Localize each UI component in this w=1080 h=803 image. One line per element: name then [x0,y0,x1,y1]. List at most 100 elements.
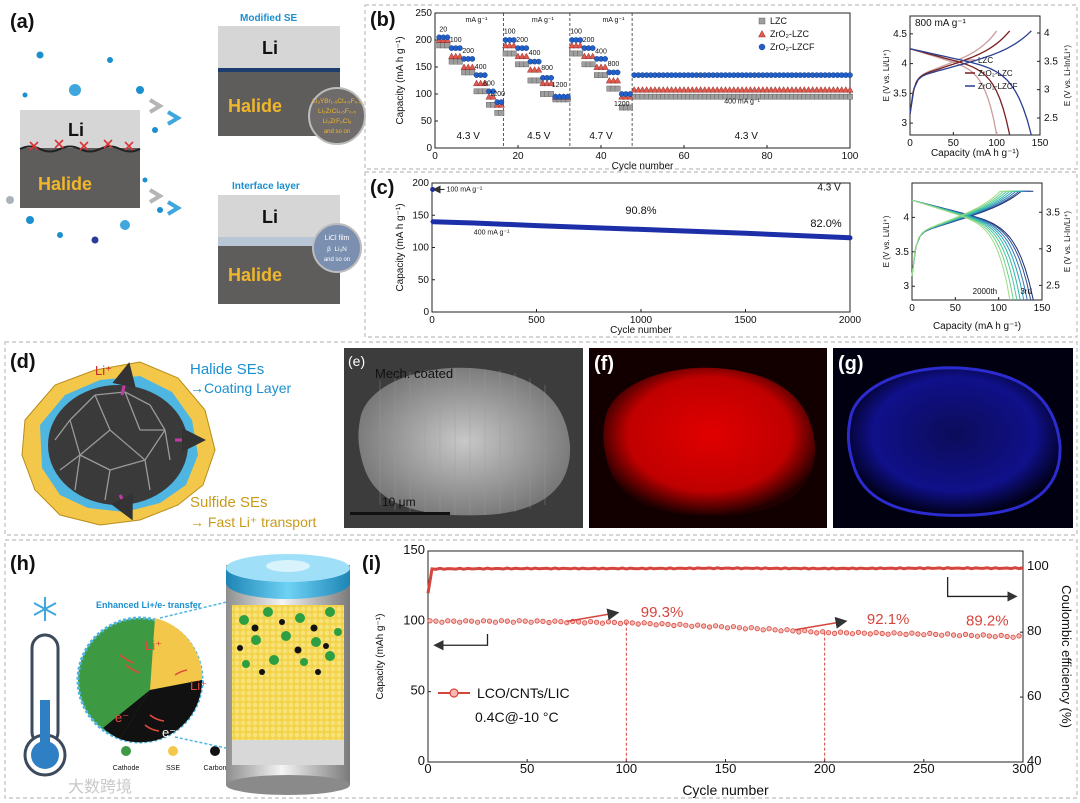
badge-line-1: Li₃YBr₁.₅Cl₄.₅F₀.₅ [312,98,362,105]
b-point-triangle [784,86,792,93]
b-inset-legend-text: LZC [978,56,993,65]
i-condition: 0.4C@-10 °C [475,709,559,725]
b-point-triangle [813,86,821,93]
i-capacity-point [831,630,838,637]
b-point-triangle [730,86,738,93]
b-point-circle [602,56,608,62]
i-legend-text: LCO/CNTs/LIC [477,685,570,701]
pristine-li-label: Li [68,120,84,140]
b-point-triangle [502,41,509,49]
panel-a-label: (a) [10,11,34,33]
i-xtick-label: 200 [814,761,836,776]
c-note-100: 100 mA g⁻¹ [447,186,483,193]
interface-badge: LiCl film β Li₃N and so on [312,223,362,273]
panel-b-label: (b) [370,9,396,31]
panel-d: (d) Li⁺ Halide SEs →Coating Layer Sulfid… [10,351,317,530]
i-capacity-point [986,633,992,639]
i-capacity-point [599,620,606,626]
i-capacity-point [689,623,695,629]
b-ytick-label: 250 [415,8,432,19]
panel-d-g-frame [4,341,1078,536]
b-point-square [523,61,530,68]
li-ion-label: Li⁺ [95,363,112,378]
i-capacity-point [492,619,498,625]
panel-i-chart: 0 50 100 150 200 250 300 0 50 100 150 40 60 80 100 Cycl… [375,542,1074,798]
b-legend-text: ZrO₂-LZCF [770,42,815,52]
b-voltage-label: 4.7 V [589,131,613,142]
b-point-triangle [489,93,497,100]
i-capacity-point [778,628,784,634]
badge-line-3: Li₂ZrF₆Cl₆ [322,118,351,125]
magnified-circle [76,616,204,744]
i-capacity-point [736,625,743,631]
sem-particle [358,367,571,516]
b-ytick-label: 200 [415,35,432,46]
b-point-triangle [788,86,796,93]
b-point-triangle [510,41,518,49]
interface-badge-line-1: LiCl film [325,235,350,242]
b-point-triangle [838,86,846,93]
i-capacity-point [659,620,665,627]
b-point-square [847,93,853,100]
b-inset-legend-text: ZrO₂-LZC [978,69,1013,78]
panel-d-label: (d) [10,351,36,373]
i-capacity-point [992,634,998,640]
c-capacity-band [430,219,853,241]
b-point-triangle [755,86,763,93]
b-point-triangle [722,86,729,93]
b-inset-xtick-label: 0 [907,138,913,149]
electron-a: e⁻ [115,710,129,725]
i-capacity-point [867,631,873,637]
modified-halide-label: Halide [228,96,282,116]
i-capacity-point [843,630,850,636]
i-ytick-right-label: 60 [1027,688,1041,703]
transfer-title: Enhanced Li+/e- transfer [96,600,202,610]
b-point-triangle [456,52,464,59]
b-point-triangle [688,86,696,93]
c-inset-ytick-label: 3 [903,281,909,292]
interface-halide-label: Halide [228,265,282,285]
modified-li-label: Li [262,38,278,58]
b-axes [434,12,851,149]
electron-b: e⁻ [162,725,176,740]
b-point-triangle [655,86,663,93]
b-point-triangle [477,79,485,86]
scale-label: 10 μm [382,495,416,509]
i-axes [427,550,1024,763]
i-capacity-point [540,618,546,625]
b-point-triangle [796,86,804,93]
i-capacity-point [522,618,528,624]
b-inset-xlabel: Capacity (mA h g⁻¹) [931,148,1019,159]
b-point-triangle [597,63,605,70]
c-inset-axes [911,182,1043,301]
c-inset-ytick-label: 4 [903,212,909,223]
b-point-triangle [614,76,622,84]
b-ytick-label: 150 [415,62,432,73]
b-rate-label-s2: 800 [541,65,553,72]
i-xtick-label: 0 [424,761,431,776]
i-capacity-point [814,630,820,636]
i-arrow-100 [566,608,620,623]
chevrons-top [148,98,182,126]
b-point-triangle [452,52,460,59]
b-point-triangle [639,86,646,93]
b-point-triangle [713,86,721,93]
i-capacity-point [998,632,1004,639]
b-point-square [498,110,505,116]
b-point-square [469,69,476,76]
i-capacity-point [587,618,594,625]
b-point-triangle [580,52,588,59]
b-point-triangle [448,52,456,59]
b-inset-ylabel-right: E (V vs. Li-In/Li⁺) [1063,45,1072,106]
b-ytick-label: 0 [426,143,432,154]
b-legend-marker [758,17,766,25]
c-ytick-label: 200 [412,178,429,189]
b-point-triangle [701,86,709,93]
b-point-triangle [522,52,530,59]
interface-badge-line-2: β Li₃N [327,246,347,253]
panel-a: (a) Li Halide [6,11,366,304]
c-xlabel: Cycle number [610,325,672,336]
b-point-triangle [780,86,788,93]
c-inset-xtick-label: 0 [909,303,915,314]
b-point-triangle [610,76,617,84]
